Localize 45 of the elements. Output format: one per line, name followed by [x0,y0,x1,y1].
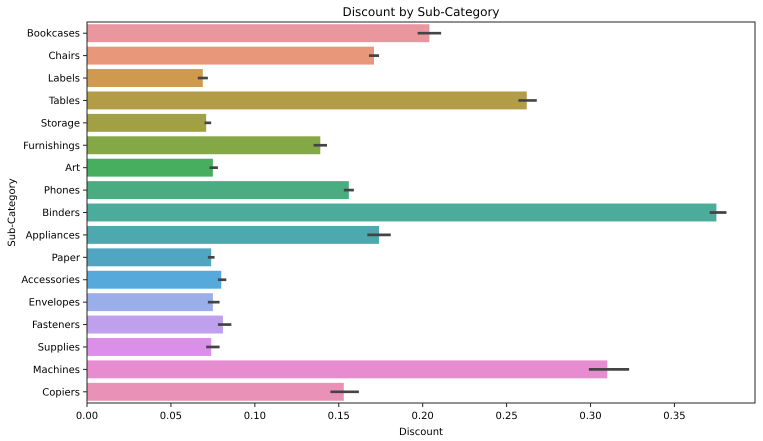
y-tick-label: Phones [44,186,80,197]
y-tick-label: Binders [42,208,80,219]
bar [87,91,527,110]
y-tick-label: Furnishings [23,140,80,152]
y-tick-label: Accessories [21,275,80,286]
y-tick-label: Tables [48,96,80,107]
y-tick-label: Machines [32,364,80,376]
bar [87,270,222,289]
x-axis-title: Discount [399,427,444,438]
y-tick-label: Copiers [42,387,80,398]
x-tick-label: 0.30 [579,411,602,422]
y-tick-label: Labels [48,74,80,85]
bar [87,204,716,222]
bar [87,226,380,244]
y-tick-label: Art [65,163,80,174]
y-tick-label: Fasteners [32,320,80,332]
y-tick-label: Paper [52,252,81,264]
bar [87,69,203,87]
bar [87,114,206,132]
bar [87,46,374,65]
x-tick-label: 0.35 [663,411,686,422]
bar [87,24,430,42]
x-tick-label: 0.05 [160,411,182,422]
y-tick-label: Chairs [48,51,80,62]
bar [87,316,223,334]
bar [87,248,212,266]
bar [87,338,212,356]
bar [87,158,213,177]
y-tick-label: Storage [40,118,80,130]
x-tick-label: 0.15 [328,411,350,422]
y-tick-label: Envelopes [28,298,80,309]
y-tick-label: Appliances [26,230,80,242]
y-tick-label: Supplies [38,342,80,354]
x-tick-label: 0.10 [244,411,266,422]
bar [87,293,213,312]
x-tick-label: 0.25 [495,411,518,422]
bar [87,136,320,154]
x-tick-label: 0.20 [412,411,434,422]
bar [87,360,608,378]
y-axis-title: Sub-Category [7,178,18,247]
chart-title: Discount by Sub-Category [342,5,500,19]
x-tick-label: 0.00 [76,411,98,422]
bar [87,181,349,200]
y-tick-label: Bookcases [26,28,80,40]
bar [87,382,344,401]
